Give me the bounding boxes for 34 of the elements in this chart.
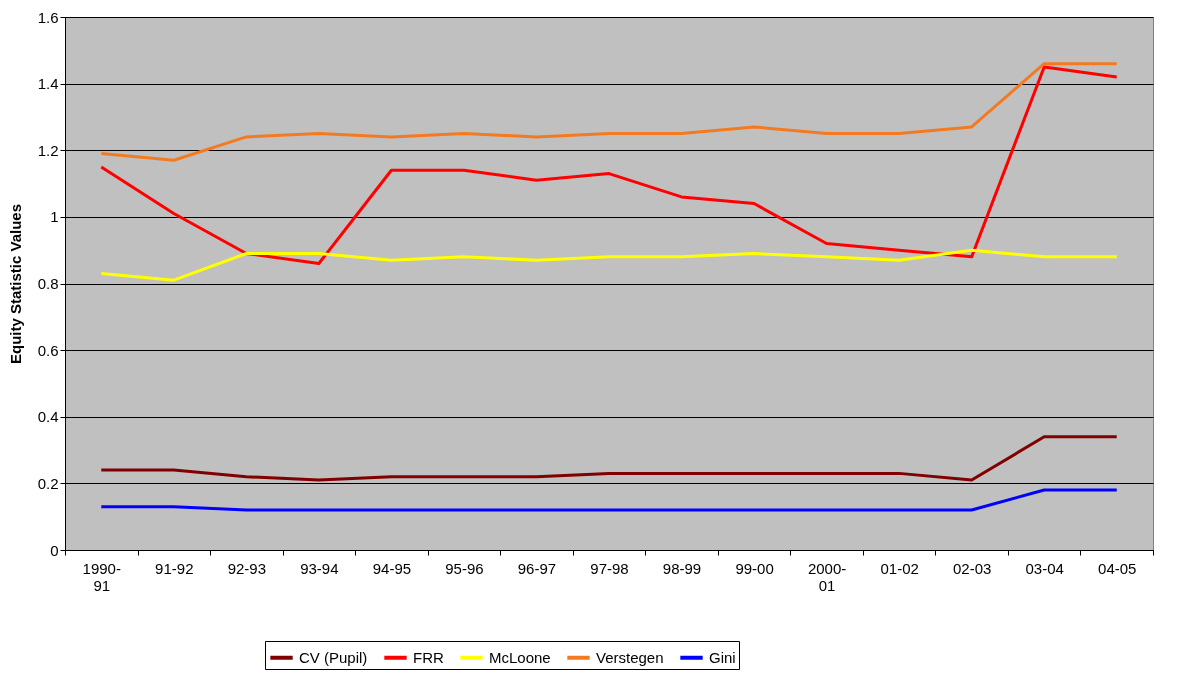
legend-label: McLoone [489, 648, 551, 666]
x-tick-label: 93-94 [300, 559, 339, 577]
x-tick-label: 03-04 [1025, 559, 1064, 577]
legend-label: CV (Pupil) [299, 648, 368, 666]
x-tick-label: 01-02 [880, 559, 919, 577]
x-tick-label: 98-99 [662, 559, 702, 577]
y-tick-label: 1.2 [37, 141, 59, 159]
y-axis-title: Equity Statistic Values [6, 203, 24, 365]
x-tick-label: 04-05 [1098, 559, 1137, 577]
line-series [99, 248, 1119, 282]
y-tick-label: 0.2 [37, 474, 59, 492]
x-tick-label: 96-97 [517, 559, 557, 577]
y-tick-label: 1.4 [37, 75, 59, 93]
y-tick-label: 0.8 [37, 275, 59, 292]
y-tick-label: 0 [50, 541, 59, 559]
y-tick-label: 1 [50, 208, 59, 226]
x-tick-label: 1990-91 [82, 559, 121, 594]
x-tick-label: 92-93 [227, 559, 267, 577]
y-tick-label: 0.4 [37, 408, 59, 426]
x-tick-label: 95-96 [445, 559, 484, 577]
x-tick-label: 99-00 [735, 559, 774, 577]
legend-label: FRR [413, 648, 444, 666]
legend-label: Verstegen [596, 648, 664, 666]
y-tick-label: 0.6 [37, 341, 59, 359]
y-tick-label: 1.6 [37, 8, 59, 26]
x-tick-label: 97-98 [590, 559, 629, 577]
x-tick-label: 2000-01 [807, 559, 847, 594]
x-tick-label: 02-03 [952, 559, 992, 577]
line-series [99, 435, 1119, 482]
x-tick-label: 94-95 [372, 559, 412, 577]
line-series [99, 62, 1119, 162]
legend-label: Gini [709, 648, 736, 666]
x-tick-label: 91-92 [155, 559, 194, 577]
line-series [99, 65, 1119, 266]
